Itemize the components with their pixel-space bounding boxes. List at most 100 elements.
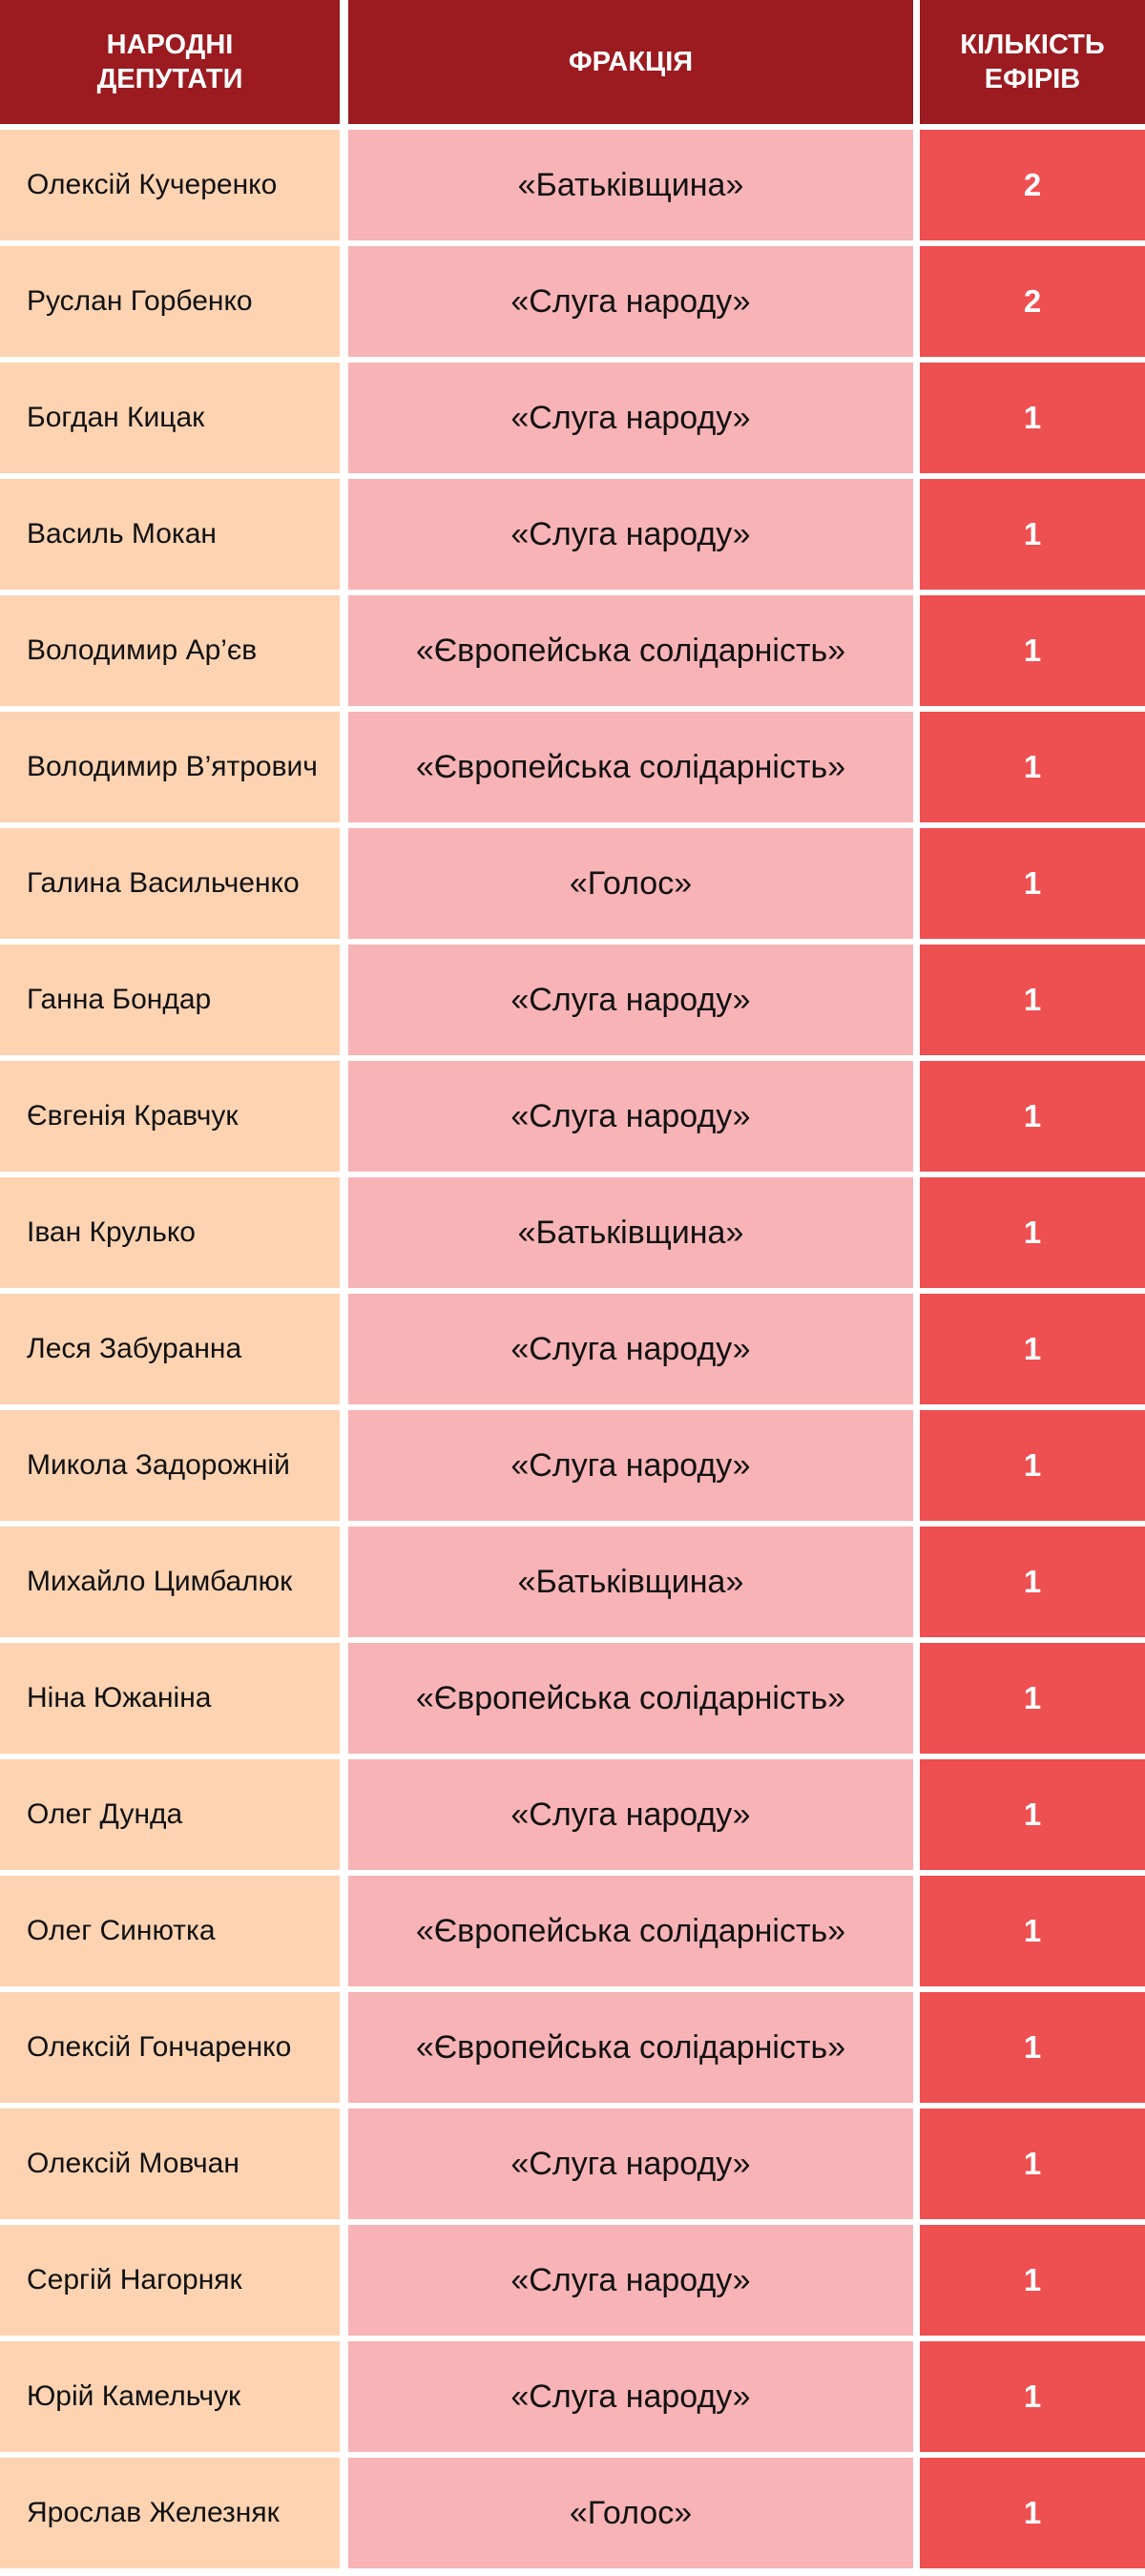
faction: «Слуга народу» — [510, 515, 751, 552]
deputy-name-cell: Василь Мокан — [0, 479, 340, 590]
deputy-name: Микола Задорожній — [27, 1449, 290, 1481]
deputy-name-cell: Сергій Нагорняк — [0, 2225, 340, 2336]
header-text: ФРАКЦІЯ — [568, 47, 694, 77]
broadcast-count: 1 — [1023, 865, 1042, 901]
faction-cell: «Батьківщина» — [348, 130, 913, 240]
broadcast-count: 1 — [1023, 1447, 1042, 1483]
faction: «Слуга народу» — [510, 1446, 751, 1484]
broadcast-count: 1 — [1023, 1680, 1042, 1715]
deputy-name: Юрій Камельчук — [27, 2380, 241, 2412]
faction-cell: «Слуга народу» — [348, 1759, 913, 1870]
header-cell: ФРАКЦІЯ — [348, 0, 913, 124]
faction: «Батьківщина» — [517, 1214, 744, 1251]
faction: «Європейська солідарність» — [415, 2028, 846, 2066]
deputy-name-cell: Леся Забуранна — [0, 1294, 340, 1404]
faction-cell: «Європейська солідарність» — [348, 712, 913, 822]
faction-cell: «Європейська солідарність» — [348, 1992, 913, 2103]
deputy-name-cell: Галина Васильченко — [0, 828, 340, 939]
deputy-name: Євгенія Кравчук — [27, 1100, 239, 1132]
faction: «Європейська солідарність» — [415, 632, 846, 669]
deputy-name: Іван Крулько — [27, 1216, 196, 1248]
faction-cell: «Слуга народу» — [348, 2225, 913, 2336]
broadcast-count-cell: 1 — [920, 1061, 1145, 1172]
broadcast-count: 2 — [1023, 167, 1042, 202]
faction: «Голос» — [569, 2494, 693, 2531]
faction-cell: «Голос» — [348, 2458, 913, 2568]
faction: «Слуга народу» — [510, 1330, 751, 1367]
broadcast-count-cell: 1 — [920, 828, 1145, 939]
header-text: КІЛЬКІСТЬ — [960, 30, 1105, 60]
broadcast-count-cell: 1 — [920, 479, 1145, 590]
deputy-name-cell: Олег Дунда — [0, 1759, 340, 1870]
broadcast-count-cell: 1 — [920, 2458, 1145, 2568]
broadcast-count: 1 — [1023, 2495, 1042, 2530]
deputy-name: Олексій Кучеренко — [27, 169, 278, 200]
header-cell: КІЛЬКІСТЬ ЕФІРІВ — [920, 0, 1145, 124]
broadcast-count: 1 — [1023, 2379, 1042, 2414]
broadcast-count: 1 — [1023, 400, 1042, 435]
faction: «Слуга народу» — [510, 2261, 751, 2298]
broadcast-count-cell: 1 — [920, 1876, 1145, 1986]
faction-cell: «Слуга народу» — [348, 2109, 913, 2219]
broadcast-count: 1 — [1023, 1331, 1042, 1366]
faction: «Слуга народу» — [510, 2145, 751, 2182]
faction-cell: «Слуга народу» — [348, 1061, 913, 1172]
broadcast-count-cell: 1 — [920, 363, 1145, 473]
broadcast-count: 1 — [1023, 633, 1042, 668]
broadcast-count: 1 — [1023, 1913, 1042, 1948]
deputy-name-cell: Євгенія Кравчук — [0, 1061, 340, 1172]
broadcast-count: 1 — [1023, 1215, 1042, 1250]
deputy-name-cell: Олексій Гончаренко — [0, 1992, 340, 2103]
deputy-name-cell: Михайло Цимбалюк — [0, 1527, 340, 1637]
deputy-name: Галина Васильченко — [27, 867, 300, 899]
deputy-name: Ганна Бондар — [27, 984, 212, 1015]
faction-cell: «Слуга народу» — [348, 1410, 913, 1521]
broadcast-count-cell: 1 — [920, 2341, 1145, 2452]
deputy-name-cell: Юрій Камельчук — [0, 2341, 340, 2452]
header-text: НАРОДНІ — [106, 30, 234, 60]
header-cell: НАРОДНІ ДЕПУТАТИ — [0, 0, 340, 124]
broadcast-count-cell: 1 — [920, 2109, 1145, 2219]
faction: «Батьківщина» — [517, 1563, 744, 1600]
broadcast-count: 1 — [1023, 516, 1042, 551]
faction-cell: «Слуга народу» — [348, 2341, 913, 2452]
deputy-name-cell: Олексій Мовчан — [0, 2109, 340, 2219]
broadcast-count: 1 — [1023, 2029, 1042, 2065]
deputy-name-cell: Руслан Горбенко — [0, 246, 340, 357]
broadcast-count: 2 — [1023, 283, 1042, 319]
broadcast-count-cell: 2 — [920, 246, 1145, 357]
deputy-name: Володимир Ар’єв — [27, 634, 258, 666]
deputy-name-cell: Ніна Южаніна — [0, 1643, 340, 1754]
deputy-name: Олег Дунда — [27, 1798, 183, 1830]
broadcast-count-cell: 1 — [920, 1177, 1145, 1288]
deputy-name: Василь Мокан — [27, 518, 217, 550]
deputy-name-cell: Олексій Кучеренко — [0, 130, 340, 240]
header-text: ДЕПУТАТИ — [96, 64, 243, 94]
faction-cell: «Слуга народу» — [348, 479, 913, 590]
deputy-name-cell: Ганна Бондар — [0, 945, 340, 1055]
faction-cell: «Європейська солідарність» — [348, 1643, 913, 1754]
deputy-name: Леся Забуранна — [27, 1333, 242, 1364]
faction: «Європейська солідарність» — [415, 1679, 846, 1716]
faction-cell: «Батьківщина» — [348, 1177, 913, 1288]
broadcast-count: 1 — [1023, 1797, 1042, 1832]
faction: «Слуга народу» — [510, 2378, 751, 2415]
broadcast-count-cell: 1 — [920, 1294, 1145, 1404]
faction: «Слуга народу» — [510, 1796, 751, 1833]
broadcast-count-cell: 1 — [920, 1643, 1145, 1754]
faction-cell: «Слуга народу» — [348, 945, 913, 1055]
deputy-name-cell: Володимир В’ятрович — [0, 712, 340, 822]
broadcast-count: 1 — [1023, 1098, 1042, 1133]
broadcast-count: 1 — [1023, 982, 1042, 1017]
deputy-name-cell: Олег Синютка — [0, 1876, 340, 1986]
deputy-name-cell: Іван Крулько — [0, 1177, 340, 1288]
deputy-name: Олексій Гончаренко — [27, 2031, 292, 2063]
deputy-name: Олег Синютка — [27, 1915, 216, 1946]
broadcast-count-cell: 1 — [920, 945, 1145, 1055]
faction-cell: «Європейська солідарність» — [348, 595, 913, 706]
deputy-name-cell: Володимир Ар’єв — [0, 595, 340, 706]
deputy-name: Богдан Кицак — [27, 402, 205, 433]
broadcast-count-cell: 1 — [920, 1527, 1145, 1637]
deputy-name: Ніна Южаніна — [27, 1682, 212, 1714]
